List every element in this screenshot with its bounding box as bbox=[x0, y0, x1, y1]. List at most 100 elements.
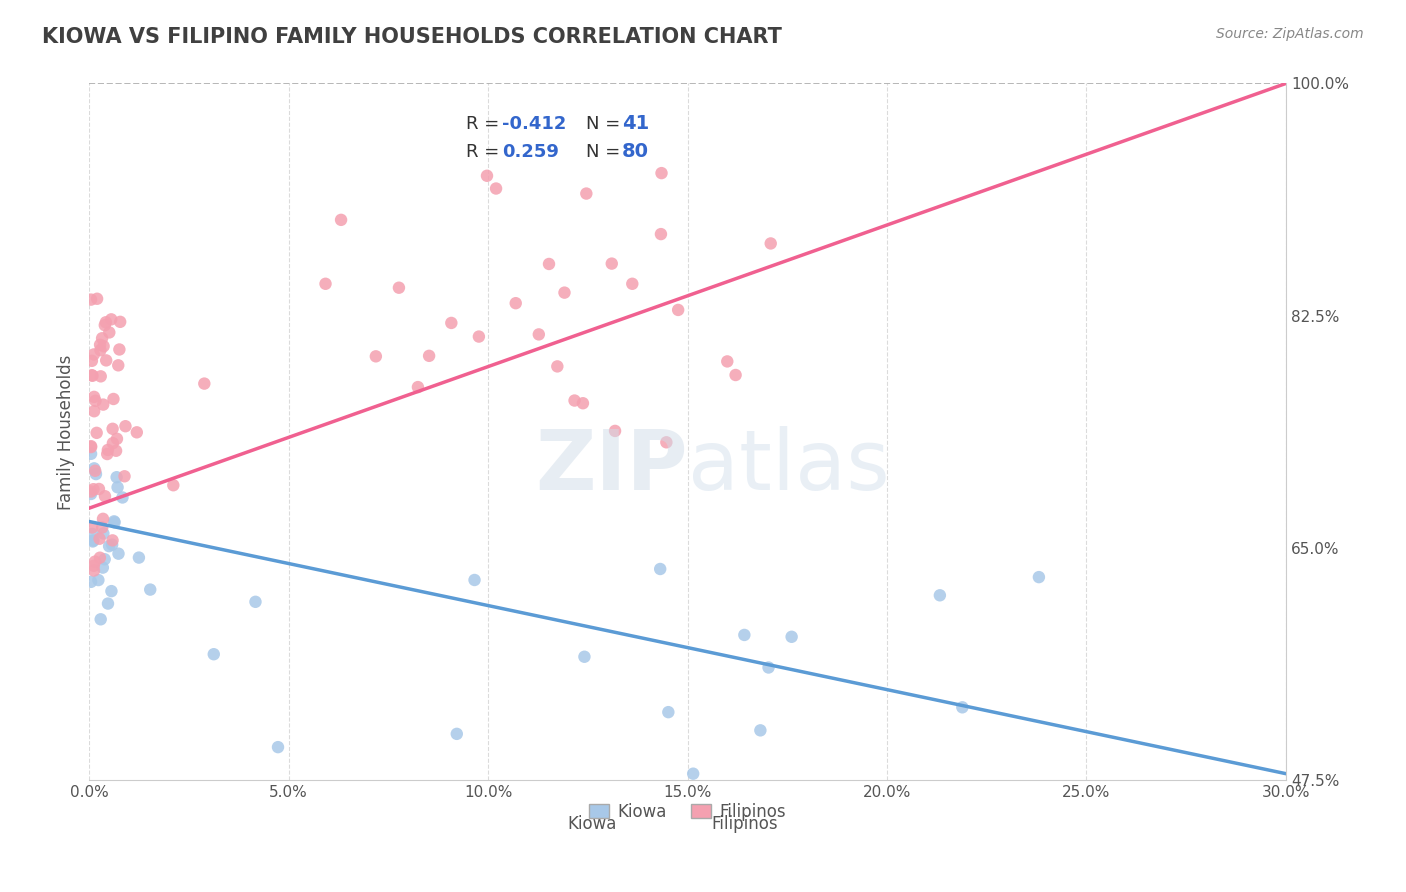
Text: 41: 41 bbox=[621, 114, 650, 133]
Point bbox=[100, 312, 122, 326]
Point bbox=[89, 532, 111, 546]
Point bbox=[111, 491, 134, 505]
Point bbox=[80, 574, 103, 589]
Point bbox=[89, 338, 111, 352]
Point bbox=[82, 482, 104, 496]
Point bbox=[759, 236, 782, 251]
Text: Filipinos: Filipinos bbox=[711, 815, 778, 833]
Point bbox=[364, 349, 387, 363]
Point bbox=[202, 647, 225, 661]
Point bbox=[505, 296, 527, 310]
Point bbox=[780, 630, 803, 644]
Point bbox=[82, 368, 104, 383]
Point bbox=[446, 727, 468, 741]
Point bbox=[87, 573, 110, 587]
Point bbox=[98, 326, 121, 340]
Point bbox=[650, 166, 672, 180]
Point bbox=[96, 353, 118, 368]
Point bbox=[650, 562, 672, 576]
Point bbox=[733, 628, 755, 642]
Y-axis label: Family Households: Family Households bbox=[58, 354, 75, 509]
Point bbox=[575, 186, 598, 201]
Point bbox=[80, 440, 103, 454]
Point bbox=[537, 257, 560, 271]
Point bbox=[388, 281, 411, 295]
Text: N =: N = bbox=[586, 115, 626, 133]
Point bbox=[83, 404, 105, 418]
Point bbox=[193, 376, 215, 391]
Point bbox=[90, 612, 112, 626]
Point bbox=[82, 534, 104, 549]
Point bbox=[758, 660, 780, 674]
Point bbox=[928, 588, 950, 602]
Point bbox=[80, 487, 103, 501]
Point bbox=[97, 442, 120, 457]
Point bbox=[89, 550, 111, 565]
Point bbox=[103, 514, 125, 528]
Point bbox=[91, 560, 114, 574]
Point bbox=[101, 436, 124, 450]
Point bbox=[103, 392, 125, 406]
Point bbox=[91, 512, 114, 526]
Point bbox=[475, 169, 498, 183]
Point bbox=[107, 480, 129, 494]
Point bbox=[267, 740, 290, 755]
Point bbox=[83, 564, 105, 578]
Text: atlas: atlas bbox=[688, 426, 889, 508]
Point bbox=[83, 390, 105, 404]
Point bbox=[716, 354, 738, 368]
Point bbox=[84, 467, 107, 481]
Point bbox=[93, 526, 115, 541]
Point bbox=[80, 439, 103, 453]
Text: KIOWA VS FILIPINO FAMILY HOUSEHOLDS CORRELATION CHART: KIOWA VS FILIPINO FAMILY HOUSEHOLDS CORR… bbox=[42, 27, 782, 46]
Point bbox=[114, 419, 136, 434]
Point bbox=[724, 368, 747, 382]
Point bbox=[162, 478, 184, 492]
Point bbox=[107, 359, 129, 373]
Point bbox=[572, 396, 595, 410]
Point bbox=[749, 723, 772, 738]
Point bbox=[97, 597, 120, 611]
Point bbox=[98, 539, 121, 553]
Point bbox=[91, 520, 114, 534]
Point bbox=[83, 558, 105, 573]
Point bbox=[84, 555, 107, 569]
Point bbox=[94, 315, 117, 329]
Point bbox=[330, 212, 353, 227]
Point bbox=[93, 552, 115, 566]
Point bbox=[107, 547, 129, 561]
Point bbox=[89, 343, 111, 358]
Point bbox=[108, 315, 131, 329]
Point bbox=[1028, 570, 1050, 584]
Point bbox=[553, 285, 575, 300]
Point bbox=[114, 469, 136, 483]
Point bbox=[86, 425, 108, 440]
Point bbox=[105, 432, 128, 446]
Point bbox=[82, 520, 104, 534]
Point bbox=[245, 595, 267, 609]
Point bbox=[90, 369, 112, 384]
Point bbox=[125, 425, 148, 440]
Point bbox=[564, 393, 586, 408]
Point bbox=[84, 393, 107, 408]
Text: 0.259: 0.259 bbox=[502, 143, 558, 161]
Text: R =: R = bbox=[467, 115, 505, 133]
Point bbox=[650, 227, 672, 241]
Point bbox=[93, 339, 115, 353]
Point bbox=[621, 277, 644, 291]
Point bbox=[527, 327, 550, 342]
Point bbox=[418, 349, 440, 363]
Point bbox=[485, 181, 508, 195]
Point bbox=[80, 368, 103, 383]
Point bbox=[464, 573, 486, 587]
Point bbox=[80, 447, 103, 461]
Point bbox=[100, 584, 122, 599]
Point bbox=[440, 316, 463, 330]
Point bbox=[80, 293, 103, 307]
Point bbox=[83, 347, 105, 361]
Point bbox=[101, 538, 124, 552]
Point bbox=[94, 489, 117, 503]
Point bbox=[96, 447, 118, 461]
Point bbox=[128, 550, 150, 565]
Point bbox=[468, 329, 491, 343]
